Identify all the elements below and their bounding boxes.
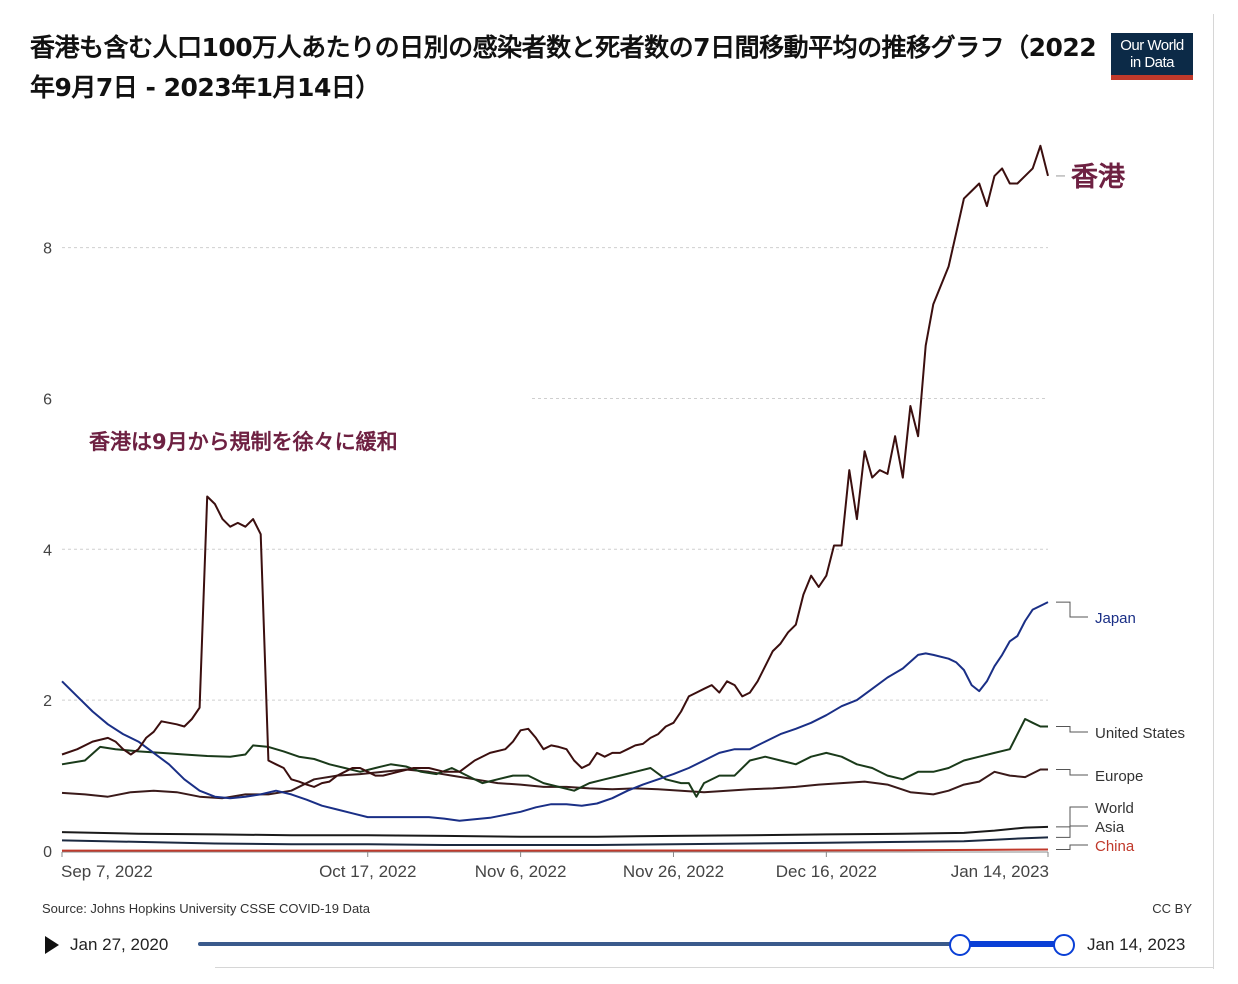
series-line-hongkong <box>61 144 1049 788</box>
chart-annotation: 香港は9月から規制を徐々に緩和 <box>89 430 398 454</box>
series-line-asia <box>61 836 1049 846</box>
series-label-connector <box>1056 769 1088 776</box>
panel-bottom-border <box>215 967 1213 968</box>
y-tick-label: 0 <box>43 844 52 861</box>
x-tick-label: Nov 26, 2022 <box>623 862 724 881</box>
series-label-asia: Asia <box>1095 819 1125 836</box>
series-label-connector <box>1056 726 1088 733</box>
y-tick-label: 8 <box>43 241 52 258</box>
series-line-world <box>61 825 1049 838</box>
timeline-selected-range[interactable] <box>960 941 1064 947</box>
timeline-start-label: Jan 27, 2020 <box>70 935 169 954</box>
series-label-europe: Europe <box>1095 768 1143 785</box>
x-tick-label: Dec 16, 2022 <box>776 862 877 881</box>
x-tick-label: Jan 14, 2023 <box>951 862 1049 881</box>
series-label-japan: Japan <box>1095 610 1136 627</box>
line-chart: 0 2 4 6 8 Sep 7, 2022 Oct 17, 2022 Nov 6, 2022 N… <box>43 144 1185 881</box>
y-tick-label: 2 <box>43 693 52 710</box>
series-line-japan <box>61 601 1049 822</box>
series-label-china: China <box>1095 838 1135 855</box>
page-title: 香港も含む人口100万人あたりの日別の感染者数と死者数の7日間移動平均の推移グラ… <box>30 33 1097 102</box>
series-label-connector <box>1056 601 1088 618</box>
x-tick-label: Sep 7, 2022 <box>61 862 153 881</box>
series-line-china <box>62 848 1049 852</box>
series-label-connector <box>1056 825 1088 838</box>
series-label-united-states: United States <box>1095 725 1185 742</box>
timeline-end-handle[interactable] <box>1053 934 1075 956</box>
series-label-hongkong: 香港 <box>1071 162 1126 193</box>
panel-right-border <box>1213 14 1214 969</box>
timeline-track[interactable] <box>198 942 1064 946</box>
owid-logo[interactable]: Our World in Data <box>1111 33 1193 80</box>
license-link[interactable]: CC BY <box>1152 901 1192 916</box>
source-note[interactable]: Source: Johns Hopkins University CSSE CO… <box>42 901 371 916</box>
series-label-world: World <box>1095 800 1134 817</box>
y-tick-label: 6 <box>43 391 52 408</box>
series-line-united-states <box>61 718 1048 798</box>
x-tick-label: Nov 6, 2022 <box>475 862 567 881</box>
timeline-start-handle[interactable] <box>949 934 972 956</box>
series-label-connector <box>1056 844 1088 850</box>
series-label-connector <box>1056 806 1088 828</box>
series-line-europe <box>61 768 1048 800</box>
play-icon[interactable] <box>45 936 59 954</box>
timeline-end-label: Jan 14, 2023 <box>1087 935 1186 954</box>
y-tick-label: 4 <box>43 542 52 559</box>
x-tick-label: Oct 17, 2022 <box>319 862 416 881</box>
